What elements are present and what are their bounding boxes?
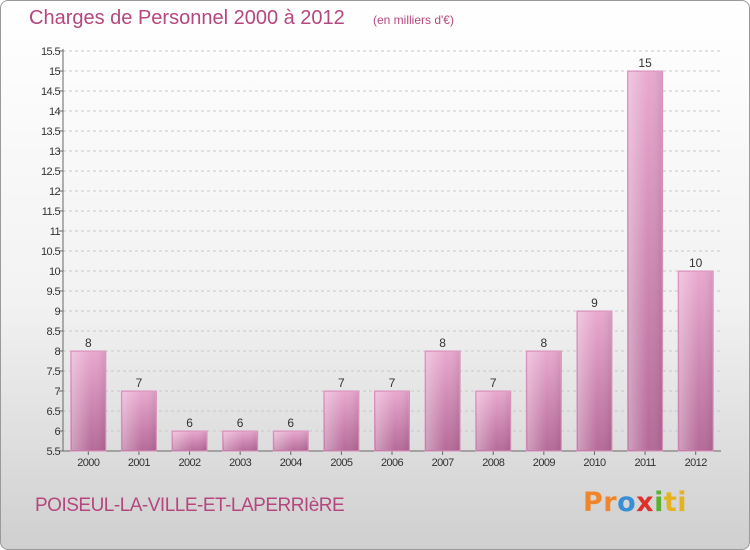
x-tick-label-2008: 2008 xyxy=(482,457,505,469)
value-label-2005: 7 xyxy=(338,376,345,390)
value-label-2001: 7 xyxy=(136,376,143,390)
bar-sheen-2011 xyxy=(628,72,662,450)
x-tick-label-2000: 2000 xyxy=(77,457,100,469)
value-label-2010: 9 xyxy=(591,296,598,310)
bar-sheen-2008 xyxy=(476,392,510,450)
value-label-2009: 8 xyxy=(541,336,548,350)
y-tick-label: 11.5 xyxy=(42,206,61,218)
x-tick-label-2006: 2006 xyxy=(381,457,404,469)
y-tick-label: 13.5 xyxy=(41,126,60,138)
bar-sheen-2007 xyxy=(426,352,460,450)
bar-sheen-2012 xyxy=(679,272,713,450)
x-tick-label-2001: 2001 xyxy=(128,457,151,469)
value-label-2012: 10 xyxy=(689,256,703,270)
bar-sheen-2009 xyxy=(527,352,561,450)
y-tick-label: 12 xyxy=(49,186,61,198)
y-tick-label: 6 xyxy=(54,426,60,438)
bar-sheen-2004 xyxy=(274,432,308,450)
y-tick-label: 15 xyxy=(49,66,61,78)
value-label-2000: 8 xyxy=(85,336,92,350)
y-tick-label: 8 xyxy=(54,346,60,358)
bar-sheen-2005 xyxy=(324,392,358,450)
x-tick-label-2009: 2009 xyxy=(533,457,556,469)
x-tick-label-2002: 2002 xyxy=(178,457,201,469)
y-tick-label: 5.5 xyxy=(47,446,61,458)
value-label-2006: 7 xyxy=(389,376,396,390)
bar-sheen-2000 xyxy=(71,352,105,450)
y-tick-label: 9 xyxy=(54,306,60,318)
y-tick-label: 8.5 xyxy=(47,326,61,338)
commune-name: POISEUL-LA-VILLE-ET-LAPERRIèRE xyxy=(35,495,345,516)
proxiti-logo: Proxiti xyxy=(583,487,688,518)
chart-subtitle: (en milliers d'€) xyxy=(373,13,454,27)
y-tick-label: 7 xyxy=(54,386,60,398)
x-tick-label-2010: 2010 xyxy=(583,457,606,469)
y-tick-label: 15.5 xyxy=(41,46,60,58)
x-tick-label-2012: 2012 xyxy=(685,457,708,469)
y-tick-label: 12.5 xyxy=(41,166,60,178)
value-label-2007: 8 xyxy=(439,336,446,350)
x-tick-label-2005: 2005 xyxy=(330,457,353,469)
value-label-2003: 6 xyxy=(237,416,244,430)
value-label-2002: 6 xyxy=(186,416,193,430)
bar-sheen-2006 xyxy=(375,392,409,450)
value-label-2011: 15 xyxy=(638,56,652,70)
value-label-2008: 7 xyxy=(490,376,497,390)
bar-sheen-2003 xyxy=(223,432,257,450)
bar-sheen-2010 xyxy=(577,312,611,450)
bars xyxy=(70,70,714,452)
value-label-2004: 6 xyxy=(287,416,294,430)
x-tick-label-2007: 2007 xyxy=(432,457,455,469)
bar-sheen-2002 xyxy=(173,432,207,450)
y-tick-label: 10 xyxy=(49,266,61,278)
x-tick-label-2003: 2003 xyxy=(229,457,252,469)
y-tick-label: 10.5 xyxy=(41,246,60,258)
x-tick-label-2004: 2004 xyxy=(280,457,303,469)
y-tick-label: 9.5 xyxy=(47,286,61,298)
x-tick-label-2011: 2011 xyxy=(634,457,656,469)
y-tick-label: 13 xyxy=(49,146,61,158)
y-tick-label: 7.5 xyxy=(47,366,61,378)
labels: 5.5 6 6.5 7 7.5 8 8.5 9 9.5 10 10.5 11 11.5 12 12.5 13 1… xyxy=(41,46,708,469)
y-tick-label: 6.5 xyxy=(47,406,61,418)
y-tick-label: 14.5 xyxy=(41,86,60,98)
y-tick-label: 14 xyxy=(49,106,61,118)
chart-title: Charges de Personnel 2000 à 2012 xyxy=(29,7,345,29)
y-tick-label: 11 xyxy=(50,226,61,238)
bar-sheen-2001 xyxy=(122,392,156,450)
